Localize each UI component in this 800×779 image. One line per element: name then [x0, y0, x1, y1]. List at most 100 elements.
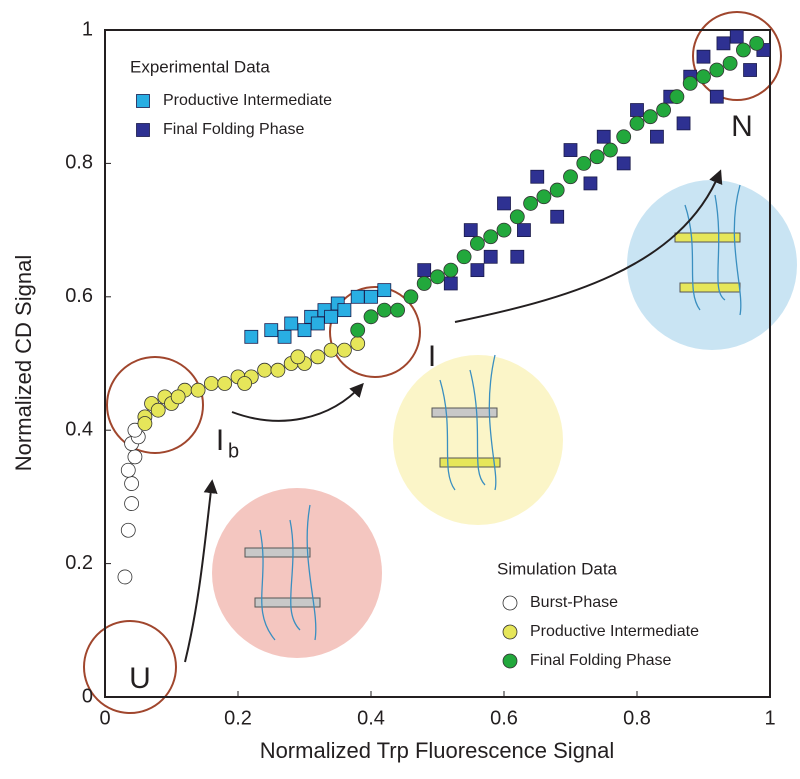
point — [596, 129, 611, 144]
point — [443, 276, 458, 291]
x-tick-label: 0.8 — [623, 707, 651, 729]
point — [642, 109, 658, 125]
point — [722, 55, 738, 71]
point — [716, 36, 731, 51]
point — [517, 223, 531, 238]
point — [120, 522, 136, 538]
legend-marker — [502, 595, 518, 611]
y-tick-label: 0.6 — [65, 285, 93, 307]
x-axis-title: Normalized Trp Fluorescence Signal — [260, 738, 615, 763]
point — [150, 402, 166, 418]
point — [496, 222, 512, 238]
point — [124, 496, 140, 511]
point — [583, 176, 598, 191]
point — [483, 249, 498, 264]
point — [124, 476, 140, 491]
point — [749, 35, 765, 51]
point — [416, 276, 432, 291]
state-subscript: b — [228, 440, 239, 462]
legend-marker — [502, 624, 518, 640]
point — [290, 349, 306, 365]
x-tick-label: 1 — [764, 707, 775, 729]
point — [277, 329, 292, 344]
legend-label: Burst-Phase — [530, 594, 618, 611]
legend-marker — [136, 94, 150, 108]
point — [350, 289, 365, 304]
point — [530, 169, 545, 184]
legend-label: Productive Intermediate — [163, 92, 332, 109]
point — [417, 263, 432, 278]
legend-title: Simulation Data — [497, 559, 618, 578]
legend-label: Productive Intermediate — [530, 623, 699, 640]
point — [729, 29, 744, 44]
point — [669, 89, 685, 105]
point — [509, 209, 525, 225]
point — [377, 283, 392, 298]
point — [656, 102, 671, 118]
point — [350, 336, 366, 351]
point — [576, 155, 592, 171]
state-label: U — [129, 662, 151, 695]
point — [463, 223, 478, 238]
legend-marker — [502, 653, 518, 669]
point — [127, 449, 143, 465]
point — [629, 115, 645, 131]
point — [536, 189, 552, 205]
point — [430, 269, 445, 285]
point — [350, 322, 366, 338]
point — [616, 156, 631, 171]
x-tick-label: 0 — [99, 707, 110, 729]
point — [696, 69, 711, 85]
point — [137, 416, 153, 431]
point — [456, 249, 472, 265]
point — [363, 309, 379, 325]
point — [682, 75, 698, 91]
point — [190, 382, 206, 398]
point — [257, 362, 273, 378]
point — [170, 389, 186, 405]
point — [630, 103, 644, 117]
point — [469, 236, 485, 251]
legend-label: Final Folding Phase — [530, 652, 672, 669]
point — [549, 182, 565, 198]
point — [743, 63, 757, 77]
legend-title: Experimental Data — [130, 57, 270, 76]
point — [117, 569, 133, 585]
y-tick-label: 1 — [82, 18, 93, 40]
point — [603, 142, 618, 158]
decorations — [83, 11, 797, 714]
point — [563, 169, 578, 185]
y-tick-label: 0.4 — [65, 418, 93, 440]
point — [616, 129, 632, 145]
point — [323, 342, 339, 358]
point — [120, 462, 136, 478]
state-label: I — [216, 424, 224, 457]
point — [237, 376, 253, 391]
point — [696, 49, 711, 64]
y-axis-title: Normalized CD Signal — [11, 255, 36, 471]
point — [336, 342, 352, 358]
point — [709, 89, 724, 104]
point — [203, 376, 219, 391]
point — [376, 302, 392, 318]
point — [709, 62, 725, 78]
y-tick-label: 0.8 — [65, 152, 93, 174]
point — [337, 303, 352, 318]
point — [390, 302, 406, 318]
point — [510, 249, 525, 264]
point — [497, 196, 511, 211]
state-label: N — [731, 110, 753, 143]
point — [676, 116, 691, 131]
point — [443, 262, 459, 278]
x-tick-label: 0.4 — [357, 707, 385, 729]
point — [217, 376, 233, 391]
x-tick-label: 0.2 — [224, 707, 252, 729]
point — [324, 309, 339, 324]
y-tick-label: 0 — [82, 685, 93, 707]
point — [483, 229, 499, 245]
point — [270, 362, 286, 378]
point — [736, 42, 751, 58]
point — [264, 323, 279, 338]
point — [310, 349, 326, 365]
